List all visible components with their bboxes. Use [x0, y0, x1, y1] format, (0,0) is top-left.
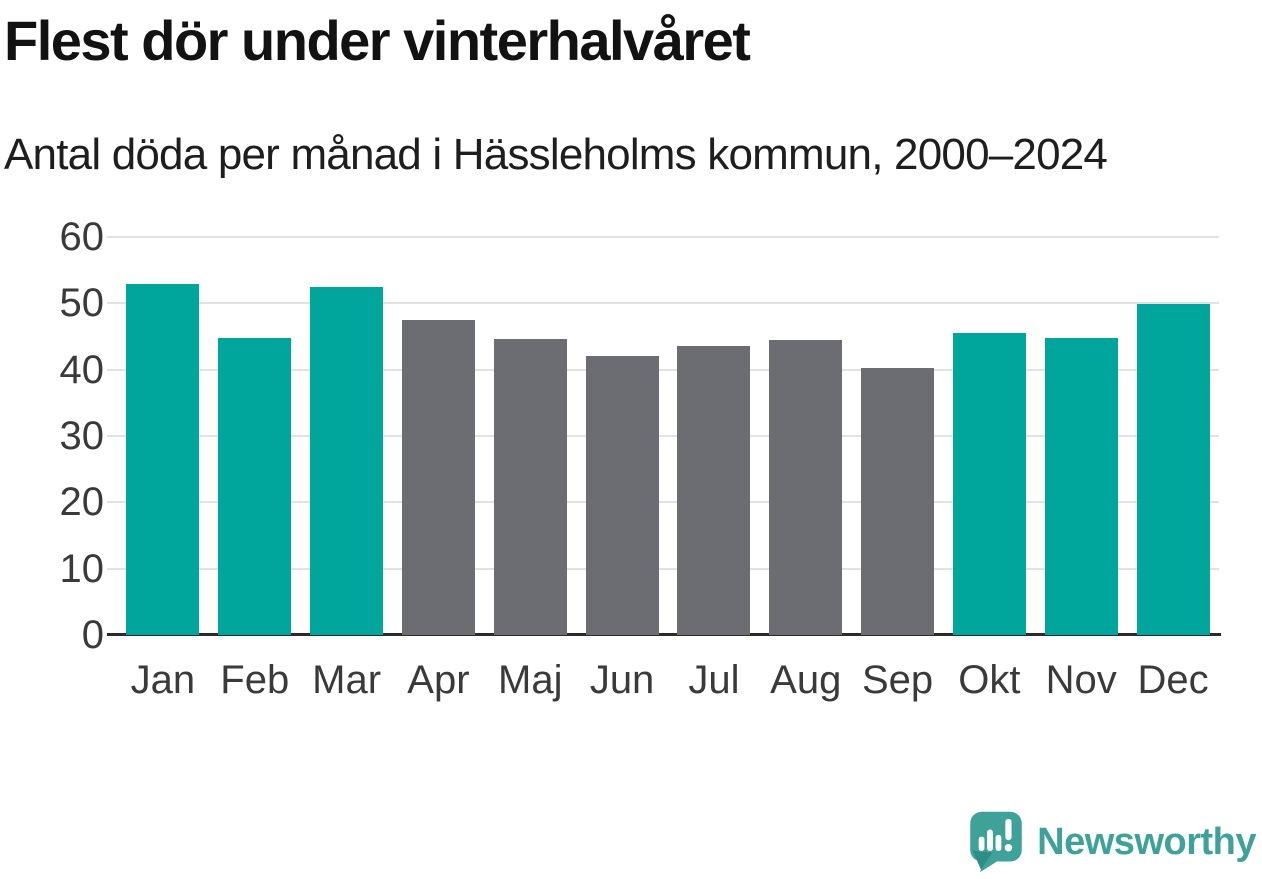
y-axis-label-40: 40 — [59, 347, 105, 392]
y-axis-tick-10 — [107, 567, 117, 570]
bar-jun — [585, 356, 659, 635]
x-axis-label-jul: Jul — [688, 658, 740, 702]
gridline-20 — [117, 501, 1219, 504]
x-axis-label-maj: Maj — [498, 658, 563, 702]
gridline-60 — [117, 236, 1219, 238]
newsworthy-logo: Newsworthy — [967, 810, 1256, 874]
y-axis-tick-40 — [107, 368, 117, 371]
newsworthy-bubble-chart-icon — [970, 811, 1022, 873]
bar-maj — [493, 338, 567, 635]
y-axis-label-30: 30 — [59, 414, 105, 458]
y-axis-tick-20 — [107, 501, 117, 504]
x-axis-line — [107, 633, 1221, 636]
gridline-50 — [117, 302, 1219, 305]
gridline-40 — [117, 368, 1219, 371]
y-axis-tick-50 — [107, 302, 117, 305]
chart-subtitle: Antal döda per månad i Hässleholms kommu… — [4, 130, 1108, 179]
y-axis-label-60: 60 — [59, 215, 105, 259]
x-axis-label-nov: Nov — [1045, 658, 1117, 702]
x-axis-label-aug: Aug — [770, 658, 842, 702]
y-axis-label-20: 20 — [59, 480, 105, 525]
gridline-10 — [117, 567, 1219, 570]
bar-jan — [126, 284, 200, 635]
x-axis-label-apr: Apr — [407, 658, 470, 702]
x-axis-label-sep: Sep — [861, 658, 934, 702]
y-axis-label-0: 0 — [81, 613, 104, 657]
bar-nov — [1044, 337, 1118, 635]
chart-title: Flest dör under vinterhalvåret — [4, 9, 751, 72]
x-axis-label-mar: Mar — [312, 658, 382, 702]
gridline-30 — [117, 435, 1219, 437]
bar-feb — [218, 337, 292, 635]
x-axis-label-feb: Feb — [220, 658, 290, 702]
bar-dec — [1136, 304, 1210, 635]
bar-mar — [310, 287, 384, 635]
x-axis-label-dec: Dec — [1137, 658, 1209, 702]
x-axis-label-jun: Jun — [589, 658, 655, 702]
bar-okt — [952, 332, 1026, 635]
x-axis-label-jan: Jan — [130, 658, 196, 702]
bar-aug — [769, 339, 843, 635]
bar-apr — [401, 319, 475, 635]
y-axis-label-50: 50 — [59, 281, 105, 326]
plot-area: 0 10 20 30 40 50 60 Jan Feb Mar Apr Maj Jun Jul Aug Sep… — [60, 215, 1221, 702]
bubble-shadow-fold — [973, 850, 993, 870]
bar-sep — [861, 367, 935, 635]
y-axis-tick-60 — [107, 236, 117, 238]
y-axis-tick-30 — [107, 435, 117, 437]
brand-name: Newsworthy — [1037, 820, 1256, 863]
x-axis-label-okt: Okt — [958, 658, 1021, 702]
bar-jul — [677, 346, 751, 635]
y-axis-label-10: 10 — [59, 546, 105, 591]
